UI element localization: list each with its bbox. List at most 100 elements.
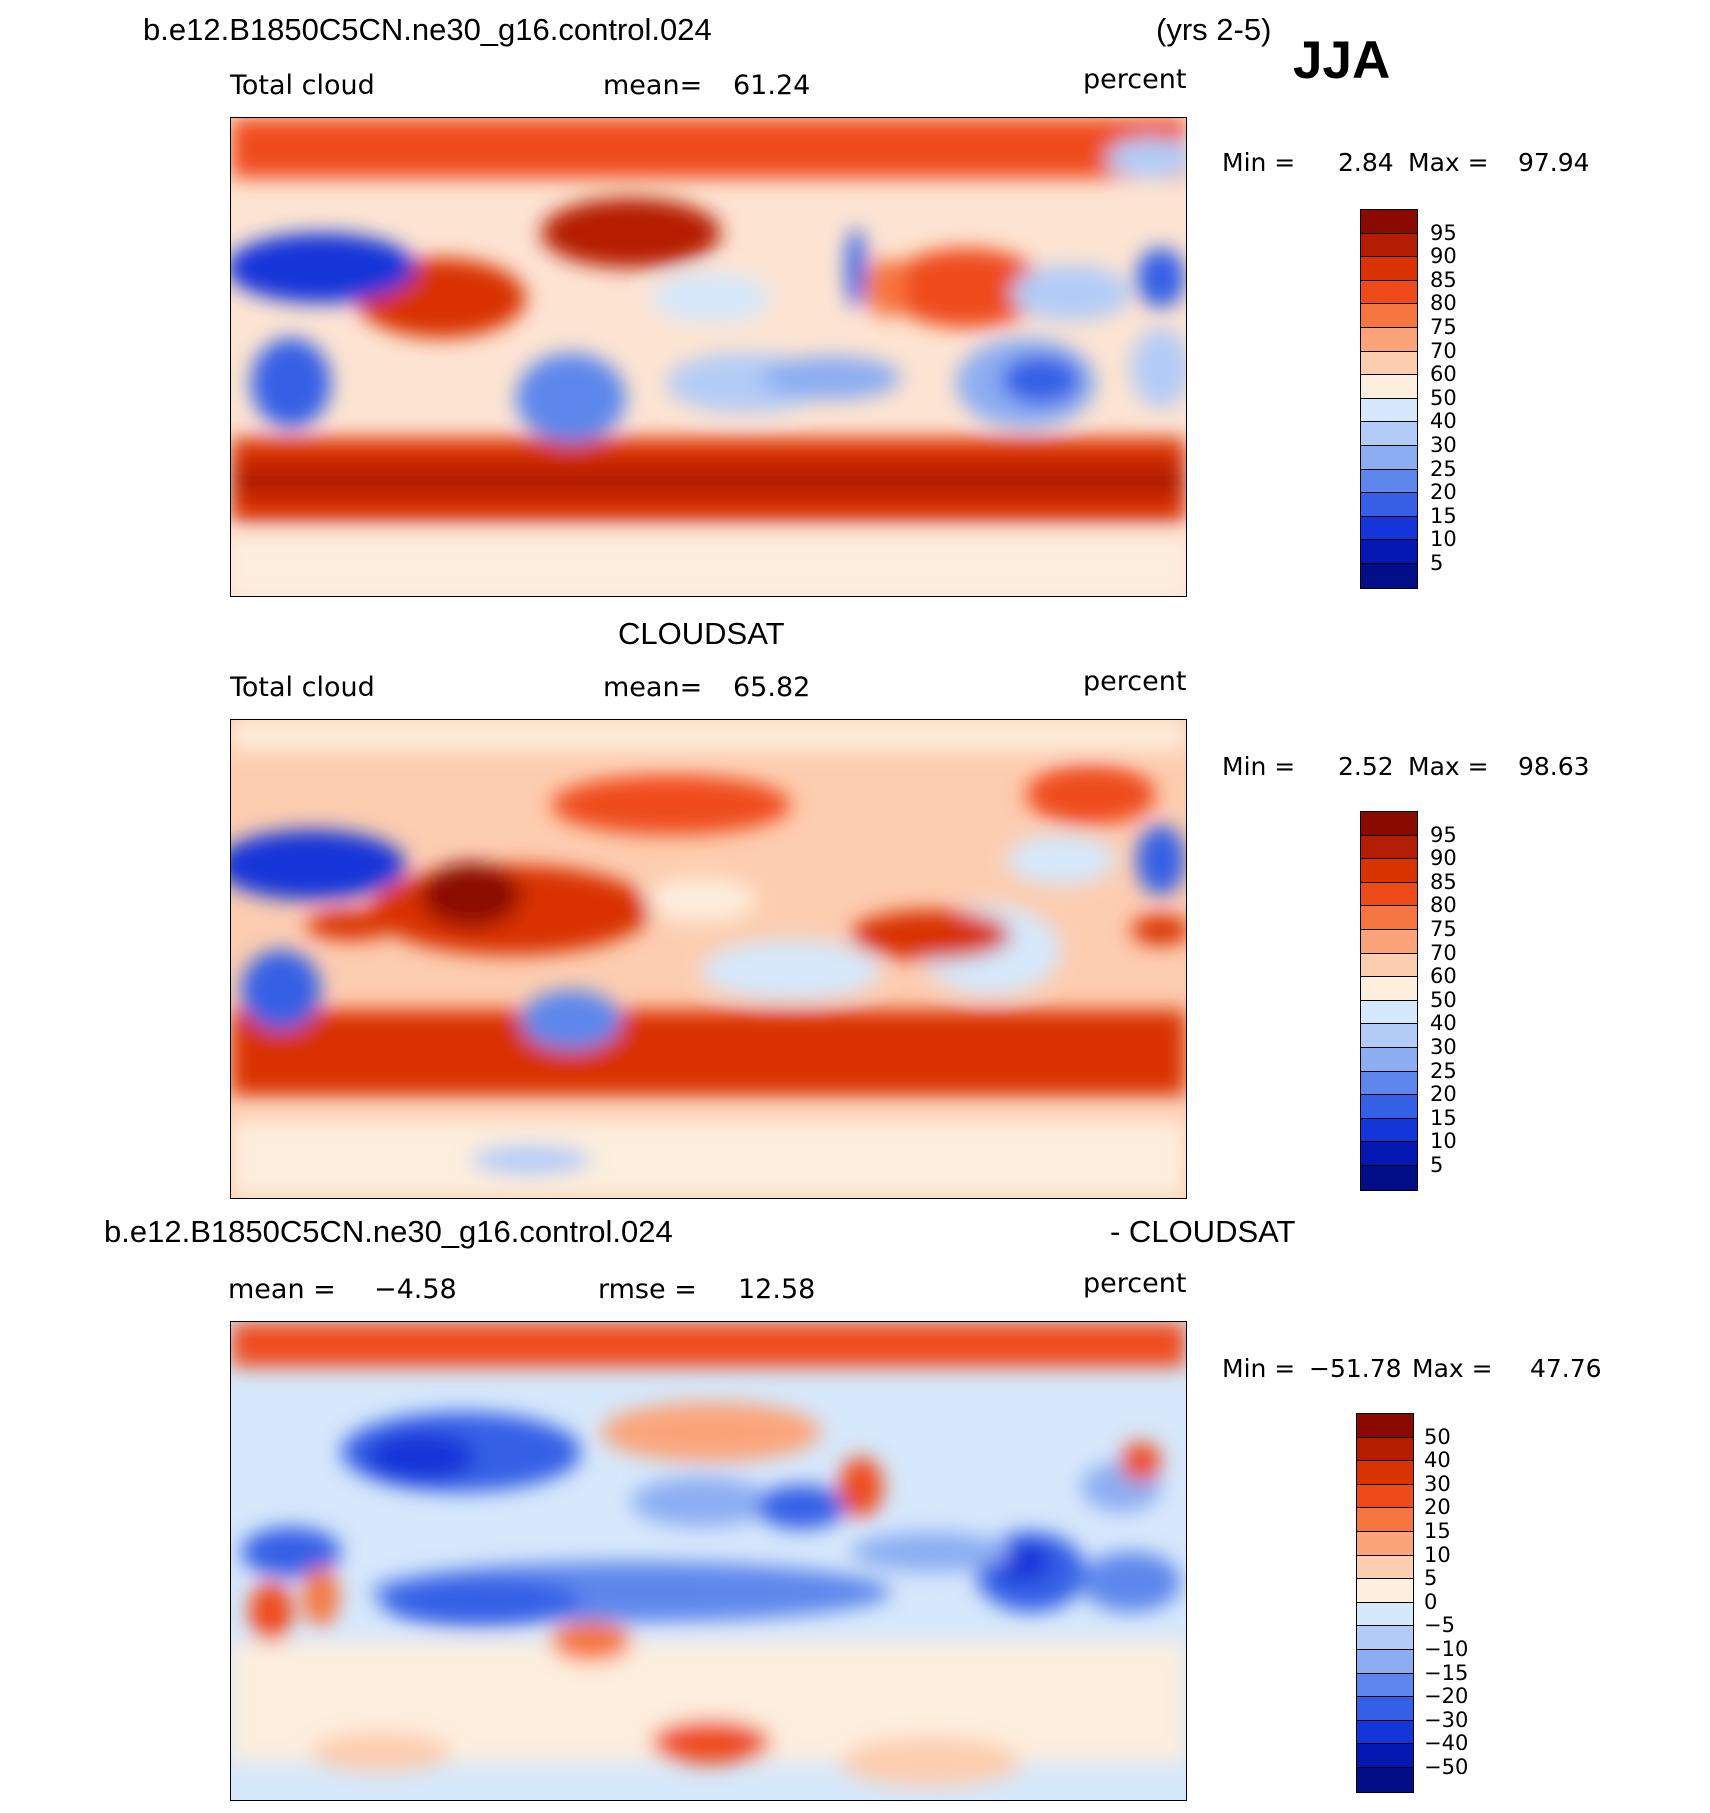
panel1-colorbar-tick-label: 30 <box>1430 433 1457 457</box>
panel1-map <box>230 117 1187 597</box>
panel1-mean-value: 61.24 <box>733 70 811 101</box>
panel3-colorbar-tick-label: 40 <box>1424 1448 1451 1473</box>
panel1-colorbar <box>1360 209 1418 589</box>
panel1-colorbar-tick-label: 10 <box>1430 527 1457 552</box>
panel3-colorbar-swatch <box>1357 1697 1413 1721</box>
panel1-colorbar-swatch <box>1361 563 1417 588</box>
panel3-colorbar-swatch <box>1357 1484 1413 1509</box>
panel3-colorbar-tick-label: −50 <box>1424 1755 1469 1779</box>
panel1-colorbar-tick-label: 80 <box>1430 291 1457 316</box>
panel2-colorbar-swatch <box>1361 1165 1417 1190</box>
panel2-colorbar-tick-label: 95 <box>1430 822 1457 847</box>
panel1-min-label: Min = <box>1222 148 1296 177</box>
panel3-min-value: −51.78 <box>1309 1354 1402 1383</box>
panel1-colorbar-tick-label: 50 <box>1430 385 1457 410</box>
panel2-min-value: 2.52 <box>1338 752 1394 781</box>
panel2-max-label: Max = <box>1408 752 1489 781</box>
panel2-colorbar-swatch <box>1361 1071 1417 1096</box>
panel3-rmse-value: 12.58 <box>738 1274 816 1305</box>
panel2-colorbar-swatch <box>1361 1000 1417 1025</box>
panel1-colorbar-swatch <box>1361 375 1417 399</box>
panel3-colorbar-swatch <box>1357 1626 1413 1650</box>
panel3-colorbar-swatch <box>1357 1555 1413 1580</box>
panel1-max-value: 97.94 <box>1518 148 1590 177</box>
panel1-colorbar-swatch <box>1361 280 1417 305</box>
panel3-max-label: Max = <box>1412 1354 1493 1383</box>
panel2-colorbar-tick-label: 5 <box>1430 1153 1444 1177</box>
panel3-rmse-label: rmse = <box>598 1274 697 1305</box>
panel3-colorbar-tick-label: −20 <box>1424 1684 1469 1709</box>
panel1-colorbar-tick-label: 15 <box>1430 503 1457 528</box>
panel3-colorbar-swatch <box>1357 1531 1413 1556</box>
panel2-colorbar-swatch <box>1361 953 1417 978</box>
panel1-colorbar-tick-label: 40 <box>1430 409 1457 434</box>
panel3-colorbar-tick-label: −40 <box>1424 1731 1469 1756</box>
panel2-title: CLOUDSAT <box>618 616 785 651</box>
panel1-colorbar-tick-label: 75 <box>1430 315 1457 339</box>
panel1-colorbar-tick-label: 20 <box>1430 480 1457 505</box>
panel3-min-label: Min = <box>1222 1354 1296 1383</box>
panel1-colorbar-swatch <box>1361 327 1417 352</box>
case-title: b.e12.B1850C5CN.ne30_g16.control.024 <box>143 12 712 47</box>
panel3-colorbar-tick-label: 20 <box>1424 1495 1451 1520</box>
panel2-mean-value: 65.82 <box>733 672 811 703</box>
panel2-colorbar-tick-label: 50 <box>1430 987 1457 1012</box>
panel3-colorbar-swatch <box>1357 1649 1413 1674</box>
panel3-colorbar-swatch <box>1357 1720 1413 1745</box>
panel2-min-label: Min = <box>1222 752 1296 781</box>
panel1-colorbar-swatch <box>1361 304 1417 328</box>
panel1-colorbar-swatch <box>1361 493 1417 517</box>
panel3-colorbar <box>1356 1413 1414 1793</box>
panel2-variable: Total cloud <box>230 672 375 703</box>
panel3-contour-field <box>231 1322 1186 1800</box>
panel1-colorbar-tick-label: 60 <box>1430 362 1457 387</box>
panel3-colorbar-swatch <box>1357 1461 1413 1485</box>
panel2-contour-field <box>231 720 1186 1198</box>
panel3-colorbar-swatch <box>1357 1414 1413 1438</box>
panel3-map <box>230 1321 1187 1801</box>
panel2-colorbar-tick-label: 15 <box>1430 1105 1457 1130</box>
panel1-colorbar-swatch <box>1361 210 1417 234</box>
panel3-colorbar-swatch <box>1357 1767 1413 1792</box>
panel2-colorbar-tick-label: 70 <box>1430 940 1457 965</box>
panel1-units: percent <box>1083 64 1187 95</box>
panel1-colorbar-tick-label: 90 <box>1430 244 1457 269</box>
panel1-mean-label: mean= <box>603 70 703 101</box>
panel2-colorbar-swatch <box>1361 835 1417 860</box>
panel2-colorbar-swatch <box>1361 1118 1417 1143</box>
panel3-colorbar-swatch <box>1357 1602 1413 1627</box>
panel2-colorbar-tick-label: 10 <box>1430 1129 1457 1154</box>
panel2-colorbar-swatch <box>1361 1047 1417 1072</box>
panel3-colorbar-swatch <box>1357 1437 1413 1462</box>
panel2-colorbar-swatch <box>1361 1095 1417 1119</box>
panel2-colorbar-tick-label: 85 <box>1430 869 1457 894</box>
season-label: JJA <box>1293 31 1391 90</box>
years-label: (yrs 2-5) <box>1156 12 1272 47</box>
panel1-colorbar-tick-label: 95 <box>1430 220 1457 245</box>
panel1-colorbar-swatch <box>1361 351 1417 376</box>
panel3-colorbar-swatch <box>1357 1673 1413 1698</box>
panel2-colorbar-tick-label: 90 <box>1430 846 1457 871</box>
panel2-colorbar-swatch <box>1361 906 1417 930</box>
panel2-colorbar-tick-label: 25 <box>1430 1058 1457 1083</box>
panel3-colorbar-tick-label: −15 <box>1424 1660 1469 1685</box>
panel2-colorbar-tick-label: 40 <box>1430 1011 1457 1036</box>
panel2-colorbar-swatch <box>1361 977 1417 1001</box>
panel2-colorbar-tick-label: 20 <box>1430 1082 1457 1107</box>
panel1-colorbar-tick-label: 85 <box>1430 267 1457 292</box>
panel1-colorbar-swatch <box>1361 445 1417 470</box>
panel3-colorbar-tick-label: 10 <box>1424 1542 1451 1567</box>
panel2-colorbar-tick-label: 60 <box>1430 964 1457 989</box>
panel1-min-value: 2.84 <box>1338 148 1394 177</box>
panel1-max-label: Max = <box>1408 148 1489 177</box>
panel1-colorbar-swatch <box>1361 469 1417 494</box>
panel3-colorbar-tick-label: −5 <box>1424 1613 1455 1638</box>
panel2-colorbar-tick-label: 80 <box>1430 893 1457 918</box>
panel2-colorbar-swatch <box>1361 859 1417 883</box>
panel1-contour-field <box>231 118 1186 596</box>
panel2-colorbar <box>1360 811 1418 1191</box>
panel2-colorbar-swatch <box>1361 882 1417 907</box>
panel2-colorbar-swatch <box>1361 929 1417 954</box>
panel3-units: percent <box>1083 1268 1187 1299</box>
panel2-mean-label: mean= <box>603 672 703 703</box>
